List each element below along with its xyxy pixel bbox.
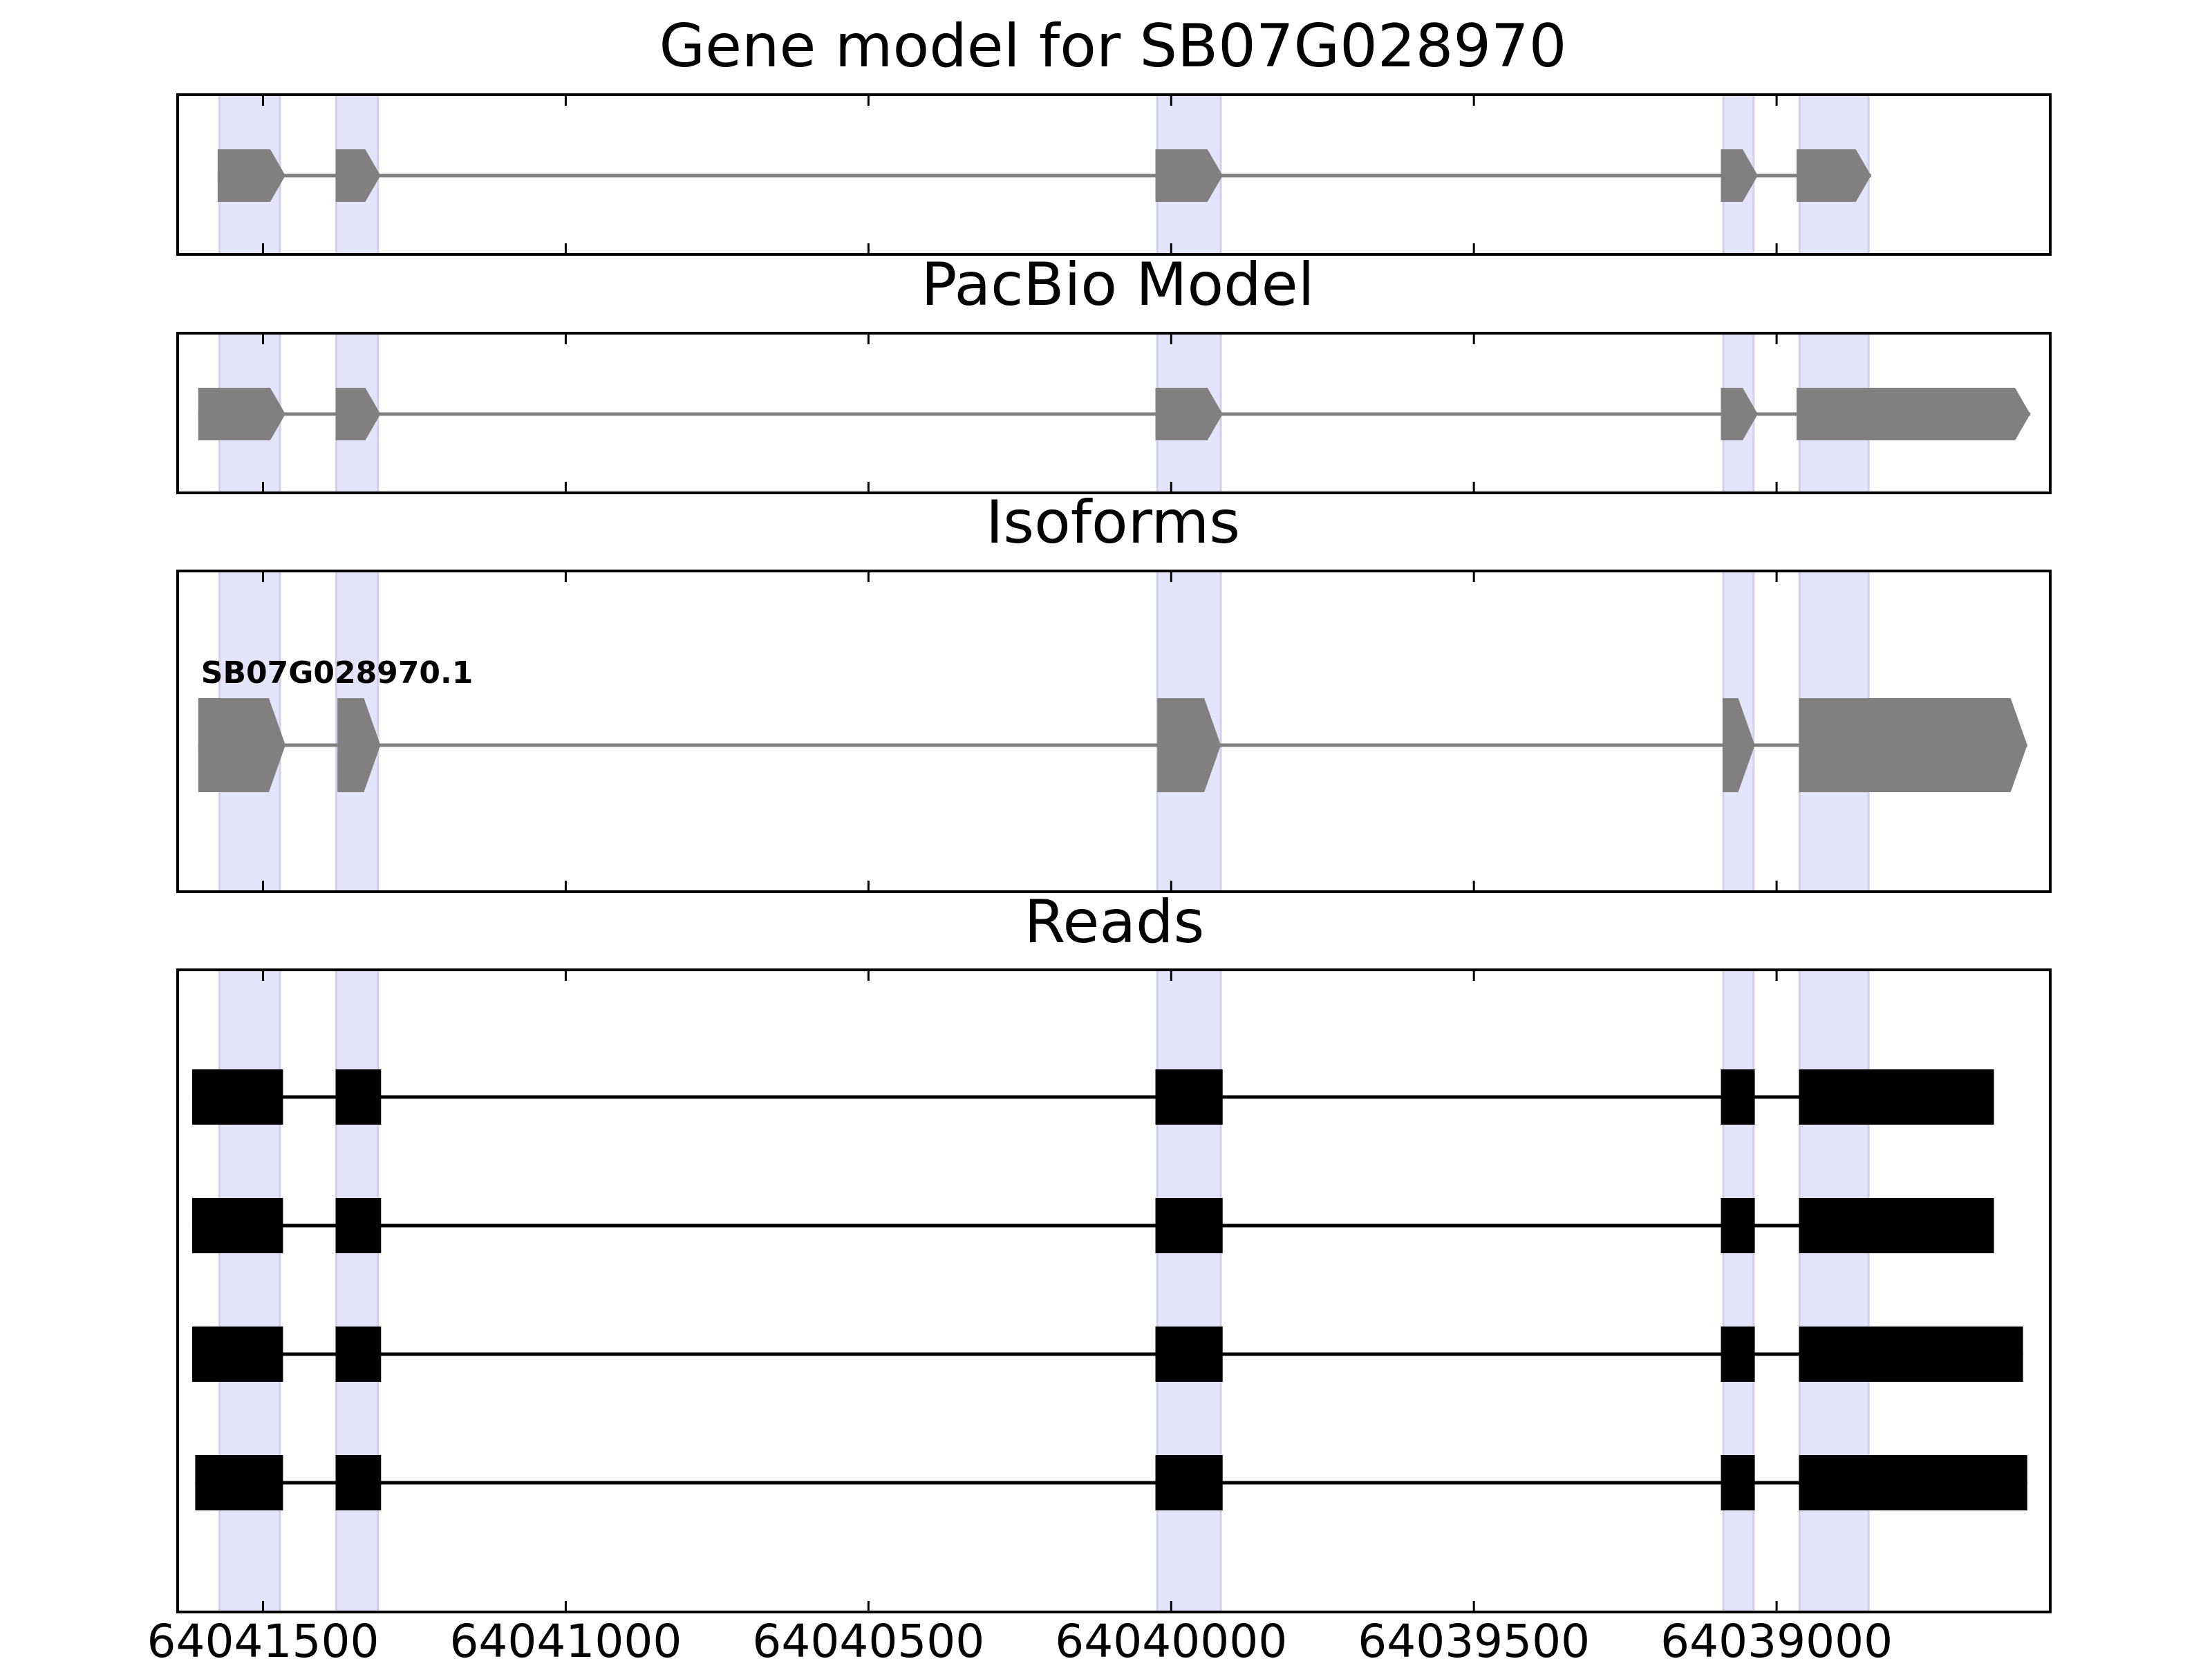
title-gene-model: Gene model for SB07G028970 <box>659 12 1567 81</box>
panel-reads: Reads 64041500 64041000 64040500 64040000 64… <box>147 888 2052 1659</box>
read-4-block-5 <box>1799 1455 2027 1510</box>
highlight-band-5 <box>1798 968 1870 1613</box>
x-tick-label: 64039000 <box>1660 1615 1893 1659</box>
title-isoforms: Isoforms <box>986 488 1240 557</box>
read-1-block-2 <box>335 1069 382 1125</box>
exon-3 <box>1157 698 1221 792</box>
exon-3 <box>1155 149 1223 202</box>
exon-2 <box>335 388 381 440</box>
frame-reads <box>176 968 2052 1613</box>
panel-gene-model: Gene model for SB07G028970 <box>176 12 2052 256</box>
exon-1 <box>217 149 285 202</box>
exon-5 <box>1797 388 2031 440</box>
x-tick-label: 64040000 <box>1055 1615 1287 1659</box>
exon-4 <box>1721 388 1758 440</box>
read-2-block-1 <box>192 1198 283 1253</box>
read-2-block-5 <box>1799 1198 1994 1253</box>
x-tick-label: 64039500 <box>1358 1615 1590 1659</box>
read-4-block-1 <box>195 1455 283 1510</box>
exon-5 <box>1799 698 2027 792</box>
read-3-block-1 <box>192 1327 283 1382</box>
read-4-block-4 <box>1721 1455 1755 1510</box>
isoform-label: SB07G028970.1 <box>201 655 474 691</box>
highlight-band-3 <box>1156 968 1222 1613</box>
frame-gene-model <box>176 93 2052 256</box>
read-3-block-2 <box>335 1327 382 1382</box>
exon-2 <box>337 698 381 792</box>
read-3-block-4 <box>1721 1327 1755 1382</box>
frame-isoforms <box>176 570 2052 893</box>
exon-2 <box>335 149 381 202</box>
exon-1 <box>198 388 285 440</box>
read-2-block-2 <box>335 1198 382 1253</box>
frame-pacbio-model <box>176 332 2052 494</box>
highlight-band-2 <box>335 968 379 1613</box>
highlight-band-4 <box>1722 968 1755 1613</box>
read-2-block-3 <box>1155 1198 1223 1253</box>
exon-1 <box>198 698 285 792</box>
read-4-block-3 <box>1155 1455 1223 1510</box>
read-3-block-5 <box>1799 1327 2023 1382</box>
panel-pacbio-model: PacBio Model <box>176 250 2052 494</box>
exon-4 <box>1723 698 1755 792</box>
read-4-block-2 <box>335 1455 382 1510</box>
title-pacbio-model: PacBio Model <box>921 250 1314 319</box>
exon-5 <box>1797 149 1871 202</box>
read-1-block-4 <box>1721 1069 1755 1125</box>
x-tick-label: 64041000 <box>449 1615 682 1659</box>
title-reads: Reads <box>1024 888 1205 957</box>
x-tick-label: 64041500 <box>147 1615 379 1659</box>
read-1-block-5 <box>1799 1069 1994 1125</box>
read-2-block-4 <box>1721 1198 1755 1253</box>
read-1-block-1 <box>192 1069 283 1125</box>
exon-4 <box>1721 149 1758 202</box>
panel-isoforms: Isoforms SB07G028970.1 <box>176 488 2052 893</box>
x-tick-label: 64040500 <box>752 1615 984 1659</box>
highlight-band-1 <box>218 968 281 1613</box>
read-1-block-3 <box>1155 1069 1223 1125</box>
exon-3 <box>1155 388 1223 440</box>
read-3-block-3 <box>1155 1327 1223 1382</box>
